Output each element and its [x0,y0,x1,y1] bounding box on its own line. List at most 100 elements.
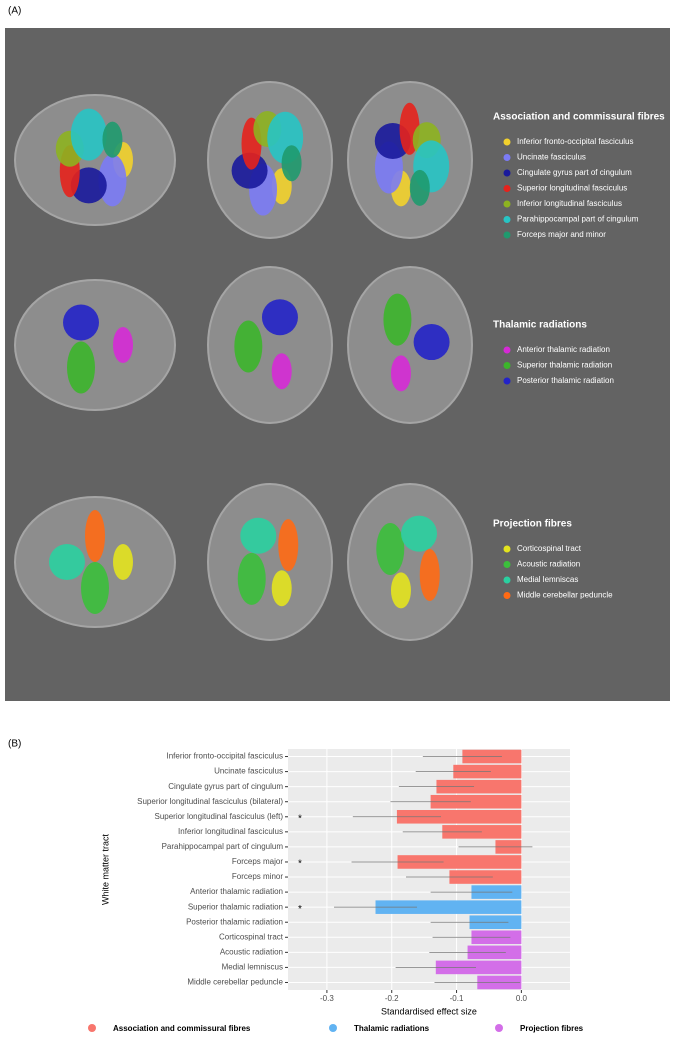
legend-swatch [503,216,511,223]
tract-blob [63,304,99,341]
legend-swatch [88,1024,96,1032]
bar [397,855,522,869]
legend-label: Projection fibres [520,1024,584,1033]
y-tick-label: Superior longitudinal fasciculus (bilate… [137,797,283,806]
tract-blob [278,519,299,572]
brain-image [14,94,176,226]
tract-blob [234,320,263,373]
legend-swatch [503,200,511,208]
legend-label: Corticospinal tract [517,544,582,553]
significance-marker: * [298,813,302,824]
legend-label: Inferior longitudinal fasciculus [517,199,622,208]
tract-blob [85,510,105,562]
brain-image [207,266,333,424]
legend-swatch [503,138,511,146]
y-tick-label: Middle cerebellar peduncle [187,978,283,987]
legend-swatch [503,545,511,553]
legend-label: Inferior fronto-occipital fasciculus [517,137,634,146]
legend-title: Thalamic radiations [493,320,587,331]
legend-label: Cingulate gyrus part of cingulum [517,168,632,177]
y-tick-label: Inferior fronto-occipital fasciculus [167,752,284,761]
legend-swatch [329,1024,337,1032]
brain-image [347,483,473,641]
x-axis-label: Standardised effect size [381,1006,477,1016]
panel-label: (B) [8,739,21,750]
tract-blob [419,548,440,601]
y-tick-label: Acoustic radiation [220,947,283,956]
legend-title: Association and commissural fibres [493,112,665,123]
x-tick-label: -0.1 [450,994,464,1003]
legend-swatch [503,231,511,239]
bar [396,810,522,824]
legend-swatch [503,561,511,568]
y-tick-label: Posterior thalamic radiation [186,917,283,926]
legend-label: Middle cerebellar peduncle [517,591,613,600]
y-tick-label: Superior longitudinal fasciculus (left) [154,812,283,821]
legend-swatch [503,576,511,584]
legend-swatch [503,154,511,161]
tract-blob [409,169,430,206]
legend-label: Medial lemniscas [517,575,578,584]
tract-blob [113,544,133,580]
y-axis-label: White matter tract [100,833,110,905]
legend-title: Projection fibres [493,519,572,530]
legend-label: Anterior thalamic radiation [517,345,610,354]
legend-label: Superior longitudinal fasciculus [517,184,627,193]
tract-blob [281,145,302,182]
y-tick-label: Superior thalamic radiation [188,902,283,911]
legend-label: Uncinate fasciculus [517,153,586,162]
legend-swatch [503,362,511,369]
tract-blob [240,517,277,554]
legend-swatch [503,185,511,192]
y-tick-label: Cingulate gyrus part of cingulum [168,782,283,791]
legend-label: Forceps major and minor [517,230,606,239]
bar [375,900,522,914]
y-tick-label: Medial lemniscus [222,963,283,972]
brain-image [207,81,333,239]
brain-image [347,81,473,239]
brain-image [207,483,333,641]
tract-blob [70,167,107,204]
legend-label: Posterior thalamic radiation [517,376,614,385]
tract-blob [81,562,109,614]
plot-background [288,749,570,990]
legend-swatch [503,169,511,177]
y-tick-label: Anterior thalamic radiation [190,887,283,896]
tract-blob [401,515,438,552]
panel-label: (A) [8,6,21,17]
legend-swatch [495,1024,503,1032]
legend-swatch [503,377,511,385]
y-tick-label: Forceps minor [232,872,283,881]
y-tick-label: Corticospinal tract [219,932,284,941]
x-tick-label: -0.2 [385,994,399,1003]
significance-marker: * [298,859,302,870]
legend-swatch [503,592,511,599]
legend-label: Parahippocampal part of cingulum [517,215,639,224]
legend-label: Acoustic radiation [517,560,580,569]
tract-blob [98,154,127,207]
tract-blob [49,544,85,580]
tract-blob [271,570,292,607]
tract-blob [413,324,450,361]
significance-marker: * [298,904,302,915]
y-tick-label: Forceps major [232,857,283,866]
y-tick-label: Inferior longitudinal fasciculus [178,827,283,836]
bar [435,960,522,975]
legend-label: Thalamic radiations [354,1024,430,1033]
legend-label: Superior thalamic radiation [517,361,612,370]
tract-blob [237,552,266,605]
x-tick-label: 0.0 [516,994,528,1003]
legend-label: Association and commissural fibres [113,1024,251,1033]
tract-blob [390,572,411,609]
brain-image [14,279,176,411]
tract-blob [376,523,405,576]
tract-blob [113,327,133,363]
bar [430,794,522,809]
tract-blob [261,299,298,336]
legend-swatch [503,346,511,354]
x-tick-label: -0.3 [320,994,334,1003]
brain-image [347,266,473,424]
tract-blob [271,353,292,390]
bar [436,779,522,794]
